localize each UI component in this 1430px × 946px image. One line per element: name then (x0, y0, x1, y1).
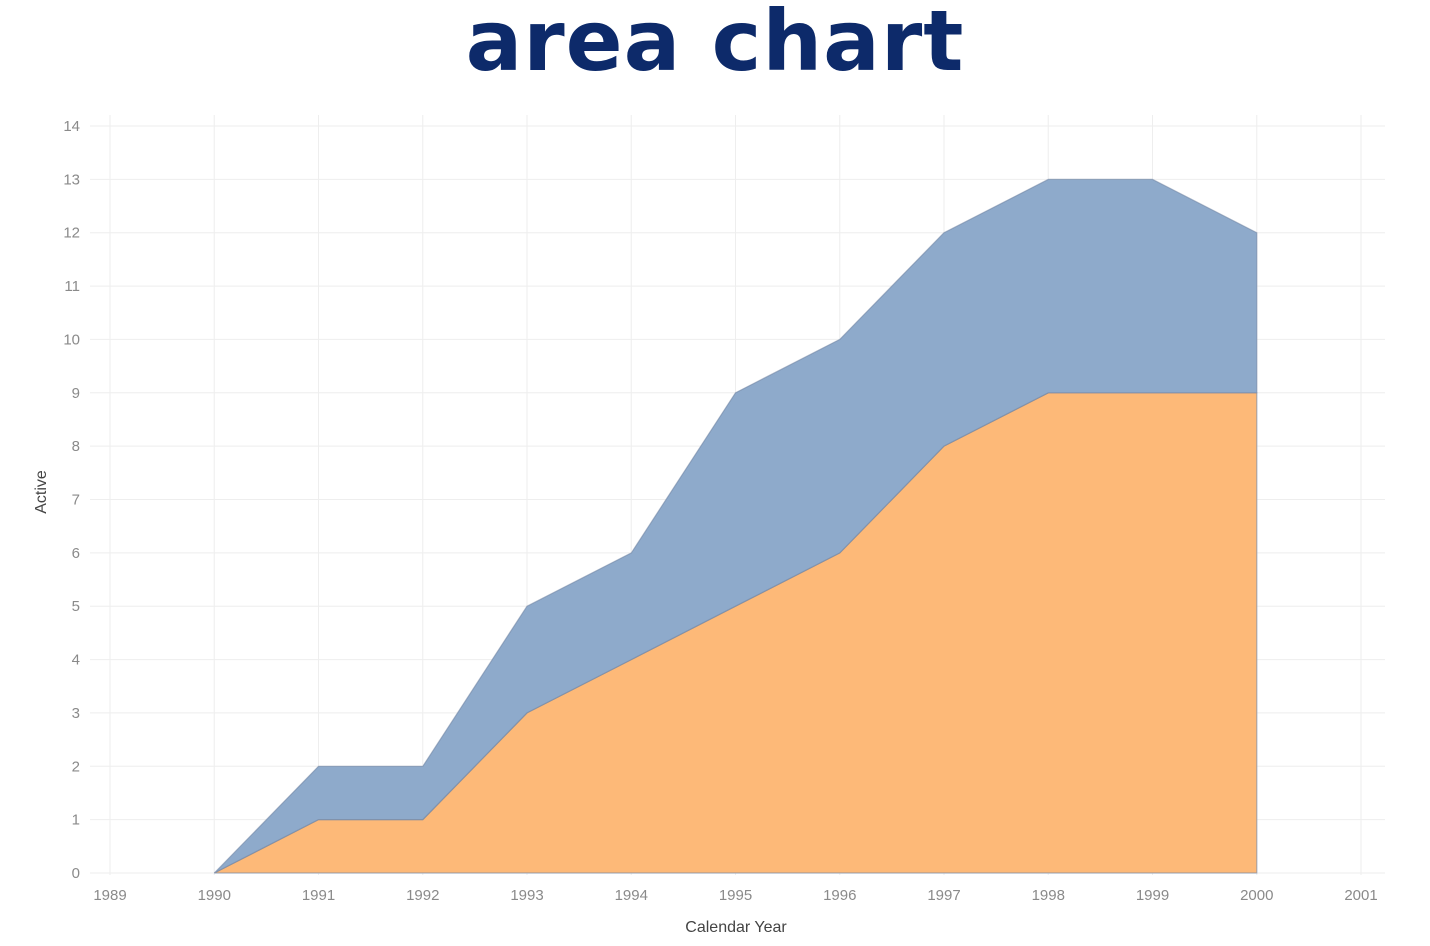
x-tick-label: 1997 (927, 887, 960, 904)
x-tick-label: 1996 (823, 887, 856, 904)
x-tick-label: 2000 (1240, 887, 1273, 904)
x-axis-label: Calendar Year (685, 919, 787, 936)
y-tick-label: 13 (63, 171, 80, 188)
y-tick-label: 11 (64, 278, 80, 295)
x-tick-label: 1994 (615, 887, 648, 904)
y-axis-label: Active (33, 470, 50, 514)
y-tick-label: 1 (72, 812, 80, 829)
y-tick-label: 5 (72, 598, 80, 615)
x-tick-label: 1998 (1032, 887, 1065, 904)
y-tick-label: 10 (63, 331, 80, 348)
y-tick-label: 12 (63, 225, 80, 242)
x-tick-label: 1995 (719, 887, 752, 904)
chart-title: area chart (465, 0, 965, 90)
x-tick-label: 1990 (198, 887, 231, 904)
x-tick-label: 1991 (302, 887, 335, 904)
y-tick-label: 3 (72, 705, 80, 722)
x-tick-label: 1993 (510, 887, 543, 904)
x-axis-ticks: 1989 1990 1991 1992 1993 1994 1995 1996 1997 1998… (93, 887, 1377, 904)
y-tick-label: 7 (72, 492, 80, 509)
area-layer (213, 178, 1258, 874)
x-tick-label: 1999 (1136, 887, 1169, 904)
y-tick-label: 6 (72, 545, 80, 562)
y-tick-label: 14 (63, 118, 80, 135)
y-tick-label: 4 (72, 652, 80, 669)
y-tick-label: 8 (72, 438, 80, 455)
y-tick-label: 2 (72, 758, 80, 775)
y-tick-label: 9 (72, 385, 80, 402)
area-series-2 (213, 178, 1258, 874)
x-tick-label: 1989 (93, 887, 126, 904)
x-tick-label: 1992 (406, 887, 439, 904)
y-tick-label: 0 (72, 865, 80, 882)
x-tick-label: 2001 (1344, 887, 1377, 904)
